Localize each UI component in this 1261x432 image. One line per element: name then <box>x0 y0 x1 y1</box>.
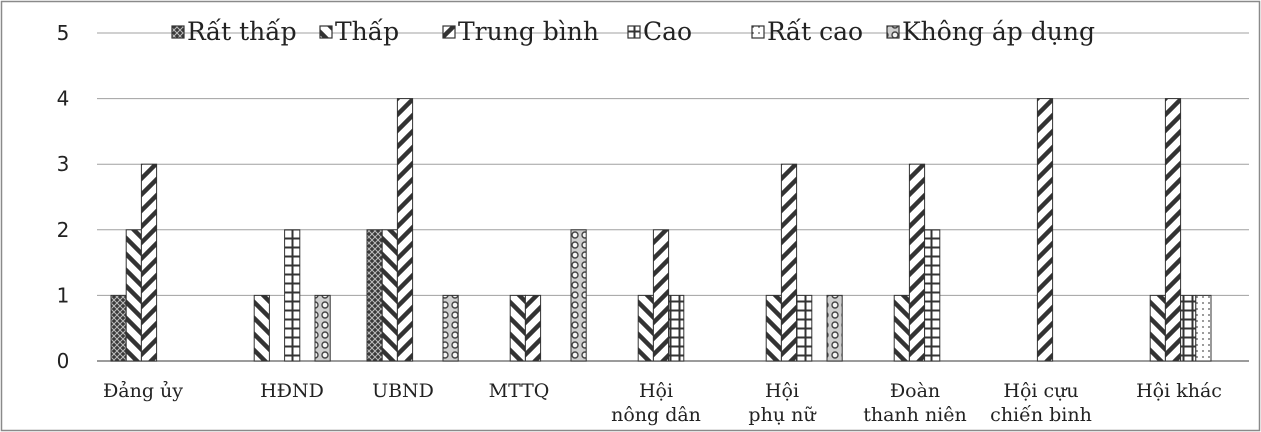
bar <box>668 294 685 362</box>
bar <box>524 294 542 362</box>
bar <box>1149 294 1166 362</box>
bar <box>442 294 459 362</box>
y-tick-label: 0 <box>57 349 70 373</box>
bar <box>284 229 301 362</box>
bar <box>381 229 398 362</box>
legend-swatch <box>171 25 185 39</box>
y-tick-label: 5 <box>57 21 70 45</box>
bar <box>1180 294 1197 362</box>
bars <box>110 98 1212 362</box>
bar <box>924 229 941 362</box>
legend-swatch <box>319 25 333 39</box>
y-tick-label: 2 <box>57 218 70 242</box>
legend-label: Rất thấp <box>187 17 297 46</box>
bar <box>253 294 270 362</box>
bar <box>637 294 654 362</box>
category-label: MTTQ <box>489 380 550 402</box>
y-axis-ticks: 0 1 2 3 4 5 <box>57 21 70 373</box>
category-label: Hội nông dân <box>611 380 701 426</box>
legend-label: Thấp <box>335 17 399 46</box>
category-label: HĐND <box>260 380 324 402</box>
bar <box>509 294 526 362</box>
bar <box>893 294 910 362</box>
bar <box>314 294 331 362</box>
legend-label: Cao <box>643 17 692 46</box>
bar <box>1195 294 1212 362</box>
bar <box>1036 98 1054 362</box>
bar <box>366 229 383 362</box>
legend-label: Không áp dụng <box>902 17 1095 46</box>
legend-label: Rất cao <box>767 17 863 46</box>
legend-swatch <box>627 25 641 39</box>
legend-swatch <box>751 25 765 39</box>
bar <box>908 163 926 362</box>
bar <box>396 98 414 362</box>
y-tick-label: 1 <box>57 283 70 307</box>
legend-label: Trung bình <box>458 17 599 46</box>
category-label: Hội cựu chiến binh <box>990 380 1092 426</box>
bar <box>796 294 813 362</box>
x-axis-categories: Đảng ủy HĐND UBND MTTQ Hội nông dân Hội phụ nữ Đ… <box>103 380 1222 426</box>
y-tick-label: 4 <box>57 87 70 111</box>
bar <box>570 229 587 362</box>
bar <box>652 229 670 362</box>
category-label: Đảng ủy <box>103 380 183 402</box>
bar <box>125 229 142 362</box>
category-label: Đoàn thanh niên <box>863 380 967 426</box>
bar <box>140 163 158 362</box>
bar <box>110 294 127 362</box>
category-label: Hội khác <box>1136 380 1222 402</box>
category-label: Hội phụ nữ <box>748 380 817 426</box>
category-label: UBND <box>372 380 434 402</box>
bar <box>826 294 843 362</box>
bar <box>1164 98 1182 362</box>
bar <box>780 163 798 362</box>
legend-swatch <box>442 25 456 39</box>
y-tick-label: 3 <box>57 152 70 176</box>
legend-swatch <box>886 25 900 39</box>
bar <box>765 294 782 362</box>
legend: Rất thấp Thấp Trung bình Cao Rất cao Không áp… <box>171 17 1095 46</box>
